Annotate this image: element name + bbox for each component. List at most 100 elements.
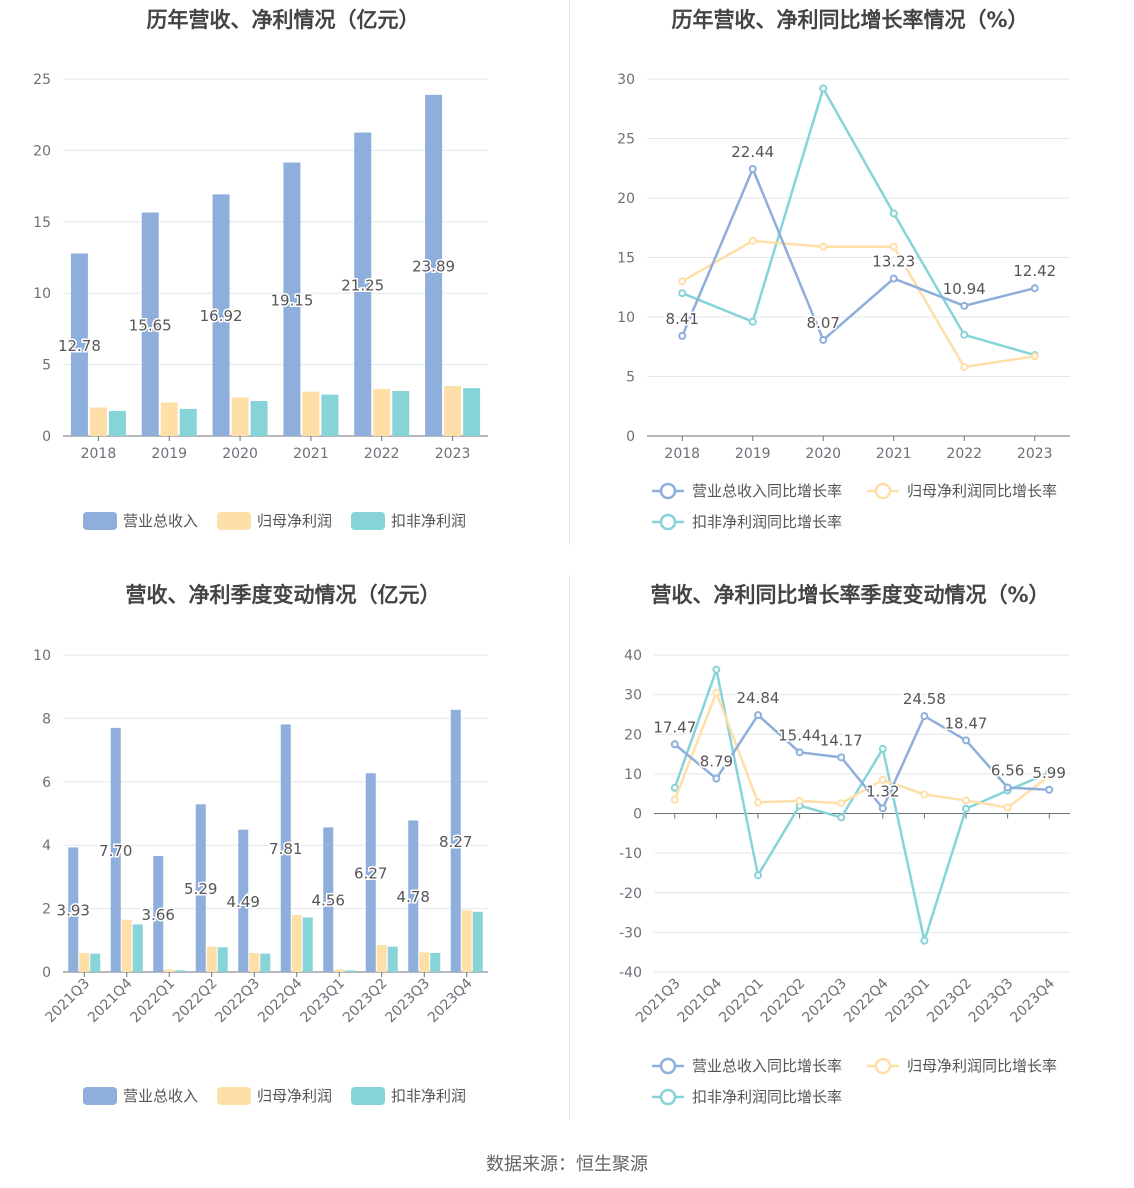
annual-revenue-profit-panel: 历年营收、净利情况（亿元） 0 5 10 15 20 25 2018 2019 2020 2021 2… [0, 0, 567, 580]
y-tick-label: 10 [617, 310, 635, 326]
data-label: 7.81 [269, 840, 302, 858]
point-parent-profit-growth [712, 688, 721, 697]
annual-growth-rate-chart: 历年营收、净利同比增长率情况（%） 0 5 10 15 20 25 30 2018 2019 202… [617, 8, 1070, 531]
annual-revenue-profit-chart: 历年营收、净利情况（亿元） 0 5 10 15 20 25 2018 2019 2020 2021 2… [33, 8, 488, 530]
legend-swatch [217, 1087, 251, 1105]
y-tick-label: 20 [33, 143, 51, 159]
bar-deducted-net-profit [90, 953, 101, 972]
legend-marker [659, 513, 677, 531]
x-tick-label: 2023Q3 [966, 976, 1017, 1027]
point-deducted-profit-growth [962, 804, 970, 813]
bar-deducted-net-profit [108, 411, 126, 436]
x-tick-label: 2021Q4 [85, 975, 136, 1026]
point-revenue-growth [889, 274, 898, 283]
data-label: 14.17 [820, 731, 863, 749]
x-tick-label: 2023Q1 [297, 976, 348, 1027]
x-tick-label: 2022 [364, 446, 400, 462]
quarterly-revenue-profit-panel: 营收、净利季度变动情况（亿元） 0 2 4 6 8 10 2021Q3 2021Q4 2022Q1… [0, 575, 567, 1155]
line-parent-profit-growth [681, 239, 1035, 369]
data-label: 6.56 [991, 762, 1024, 780]
point-deducted-profit-growth [712, 665, 721, 674]
chart-title: 历年营收、净利情况（亿元） [147, 8, 420, 32]
x-tick-label: 2022Q2 [170, 976, 221, 1027]
bar-parent-net-profit [121, 919, 132, 972]
point-revenue-growth [712, 774, 721, 783]
quarterly-revenue-profit-chart: 营收、净利季度变动情况（亿元） 0 2 4 6 8 10 2021Q32021Q42022Q1… [33, 583, 488, 1105]
data-label: 22.44 [731, 143, 774, 161]
data-label: 3.66 [142, 906, 175, 924]
legend-swatch [351, 512, 385, 530]
bar-revenue [450, 709, 461, 972]
y-tick-label: 0 [626, 429, 635, 445]
y-tick-label: 40 [624, 648, 642, 664]
data-label: 16.92 [200, 307, 243, 325]
legend-label: 营业总收入同比增长率 [692, 482, 842, 500]
quarterly-growth-rate-chart: 营收、净利同比增长率季度变动情况（%） -40 -30 -20 -10 0 10 20 30 40… [619, 583, 1070, 1106]
bar-revenue [141, 212, 159, 436]
bar-revenue [153, 855, 164, 972]
x-tick-label: 2022Q1 [716, 976, 767, 1027]
point-revenue-growth [1030, 284, 1039, 293]
x-tick-label: 2022Q4 [841, 975, 892, 1026]
data-label: 5.99 [1032, 764, 1065, 782]
legend-label: 归母净利润 [257, 1087, 332, 1105]
legend-label: 归母净利润同比增长率 [907, 482, 1057, 500]
legend-swatch [83, 512, 117, 530]
bar-parent-net-profit [461, 910, 472, 972]
legend-marker [659, 1088, 677, 1106]
annual-growth-rate-panel: 历年营收、净利同比增长率情况（%） 0 5 10 15 20 25 30 2018 2019 202… [567, 0, 1134, 580]
point-revenue-growth [670, 740, 679, 749]
y-tick-label: 30 [624, 688, 642, 704]
point-deducted-profit-growth [670, 783, 679, 792]
x-tick-label: 2022Q3 [799, 976, 850, 1027]
point-parent-profit-growth [837, 799, 846, 808]
point-deducted-profit-growth [889, 209, 898, 218]
data-label: 1.32 [866, 782, 899, 800]
legend-label: 扣非净利润 [391, 1087, 466, 1105]
bar-deducted-net-profit [250, 401, 268, 436]
y-tick-label: 5 [626, 370, 635, 386]
point-parent-profit-growth [1045, 771, 1054, 780]
y-tick-label: 10 [33, 648, 51, 664]
x-tick-label: 2023Q4 [1007, 975, 1058, 1026]
x-tick-label: 2020 [805, 446, 841, 462]
y-tick-label: 20 [617, 191, 635, 207]
point-deducted-profit-growth [754, 871, 762, 880]
bar-parent-net-profit [231, 397, 249, 436]
y-tick-label: 4 [42, 838, 51, 854]
bar-parent-net-profit [160, 402, 178, 436]
data-label: 12.42 [1013, 262, 1056, 280]
point-parent-profit-growth [920, 790, 929, 799]
bar-revenue [283, 162, 301, 436]
point-parent-profit-growth [1003, 803, 1012, 812]
point-parent-profit-growth [1030, 352, 1039, 361]
data-label: 23.89 [412, 257, 455, 275]
point-revenue-growth [920, 712, 929, 721]
legend-swatch [83, 1087, 117, 1105]
data-label: 24.84 [737, 689, 780, 707]
legend-label: 扣非净利润同比增长率 [692, 1088, 842, 1106]
point-revenue-growth [878, 804, 887, 813]
bar-deducted-net-profit [132, 924, 143, 972]
y-tick-label: 0 [42, 965, 51, 981]
point-parent-profit-growth [754, 798, 762, 807]
point-deducted-profit-growth [878, 744, 887, 753]
x-tick-label: 2021 [293, 446, 329, 462]
line-parent-profit-growth [673, 689, 1050, 809]
x-tick-label: 2023 [1017, 446, 1053, 462]
data-label: 8.79 [700, 753, 733, 771]
legend-swatch [351, 1087, 385, 1105]
x-tick-label: 2023 [435, 446, 471, 462]
legend-swatch [217, 512, 251, 530]
bar-deducted-net-profit [175, 970, 186, 972]
bar-parent-net-profit [89, 407, 107, 436]
quarterly-growth-rate-panel: 营收、净利同比增长率季度变动情况（%） -40 -30 -20 -10 0 10 20 30 40… [567, 575, 1134, 1155]
x-tick-label: 2019 [735, 446, 771, 462]
point-deducted-profit-growth [837, 813, 846, 822]
bar-revenue [238, 829, 249, 972]
point-deducted-profit-growth [960, 330, 969, 339]
bar-revenue [195, 804, 206, 972]
x-tick-label: 2023Q3 [382, 976, 433, 1027]
point-parent-profit-growth [962, 796, 970, 805]
point-deducted-profit-growth [678, 289, 687, 298]
